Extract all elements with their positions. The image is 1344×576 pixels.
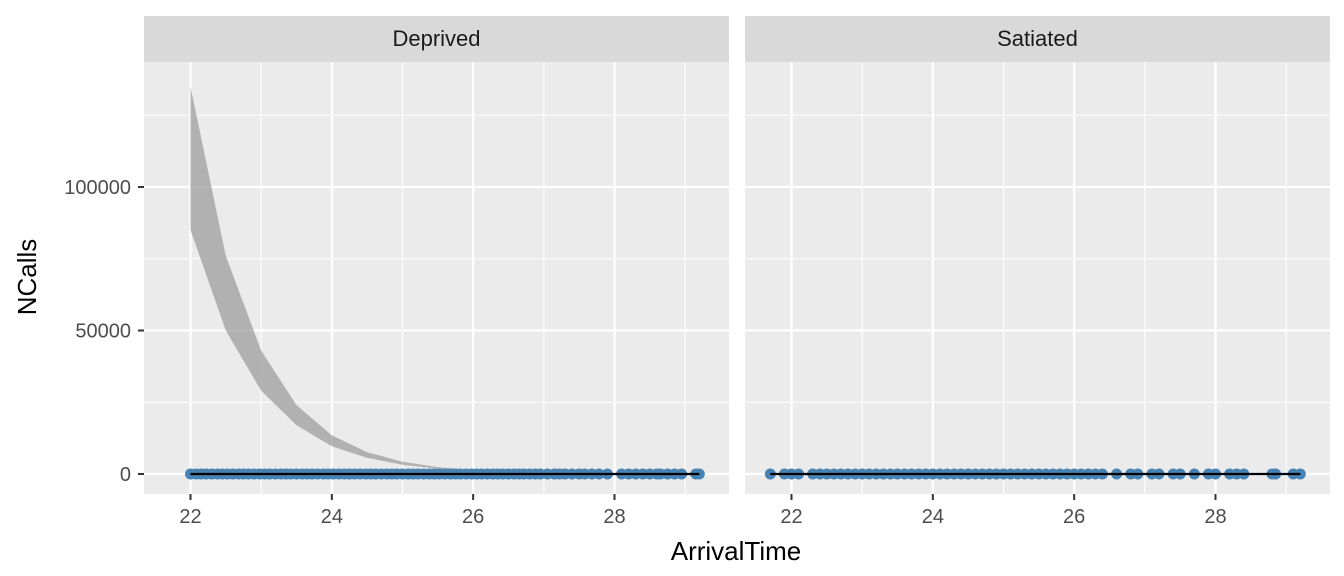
x-tick-label: 26 <box>462 506 484 528</box>
facet-strip <box>745 16 1330 62</box>
panel-plot-area <box>144 62 729 494</box>
y-tick-label: 0 <box>120 464 131 486</box>
x-tick-label: 28 <box>1204 506 1226 528</box>
x-tick-label: 26 <box>1063 506 1085 528</box>
x-tick-label: 28 <box>603 506 625 528</box>
facet-strip <box>144 16 729 62</box>
x-tick-label: 22 <box>179 506 201 528</box>
x-tick-label: 24 <box>922 506 944 528</box>
y-axis-title: NCalls <box>12 239 42 316</box>
x-axis: 22 24 26 28 22 24 26 28 <box>179 494 1227 528</box>
x-tick-label: 24 <box>321 506 343 528</box>
facet-satiated: Satiated <box>745 16 1330 494</box>
x-axis-title: ArrivalTime <box>671 536 801 566</box>
y-axis: 0 50000 100000 <box>64 177 144 486</box>
x-tick-label: 22 <box>780 506 802 528</box>
facet-strip-label: Deprived <box>392 26 480 51</box>
panel-plot-area <box>745 62 1330 494</box>
y-tick-label: 100000 <box>64 177 131 199</box>
panel-background <box>144 62 729 494</box>
y-tick-label: 50000 <box>75 321 131 343</box>
facet-panels: Deprived Satiated <box>144 16 1330 494</box>
facet-deprived: Deprived <box>144 16 729 494</box>
panel-background <box>745 62 1330 494</box>
facet-strip-label: Satiated <box>997 26 1078 51</box>
